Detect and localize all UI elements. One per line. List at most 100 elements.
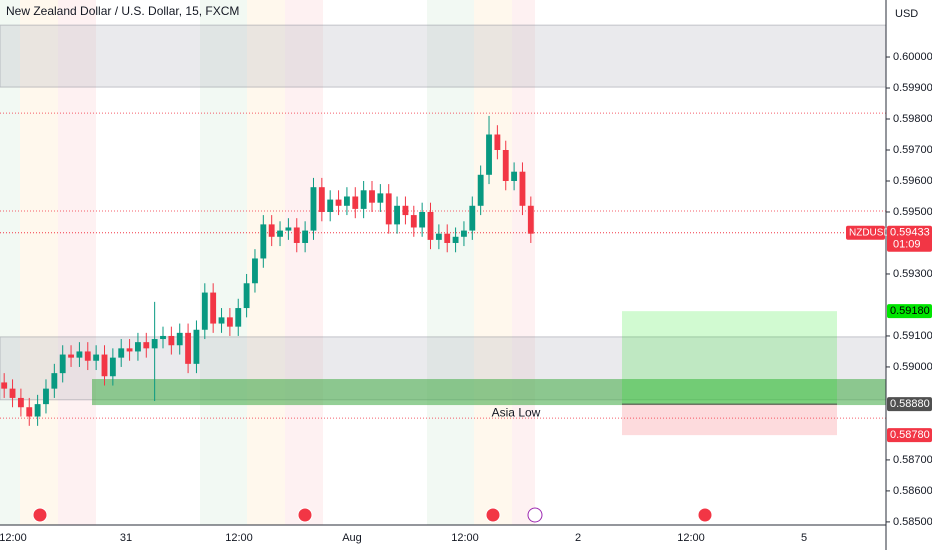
candle-body [335,199,342,206]
y-tick-label: 0.59300 [893,268,932,280]
candle-body [201,292,208,330]
x-tick-label: 12:00 [225,532,253,544]
candle-body [126,348,133,352]
candle-body [394,205,400,225]
candle-body [377,193,384,203]
y-tick-label: 0.59700 [893,144,932,156]
candle-body [318,187,325,212]
candle-body [343,196,350,206]
event-icon [297,507,313,523]
position-stop [622,404,837,436]
candle-body [410,215,417,228]
zone [0,24,887,88]
candle-body [17,397,24,408]
last-name: NZDUSD [849,227,891,238]
x-tick-label: 2 [575,532,581,544]
candle-body [68,354,74,358]
candle-body [285,227,292,231]
candle-body [135,342,141,352]
candle-body [143,342,150,349]
currency: USD [895,8,918,20]
candle-body [185,332,192,364]
candle-body [519,171,526,206]
candle-body [310,187,317,231]
candle-body [101,354,108,377]
candle-body [502,150,509,181]
y-tick-label: 0.58600 [893,485,932,497]
candle-body [193,329,200,364]
x-tick-label: 12:00 [0,532,27,544]
last-tag-label: 0.59433 [890,227,930,239]
y-tick-label: 0.59100 [893,330,932,342]
price-tag [887,397,932,412]
candle-body [444,233,451,243]
candle-body [327,199,334,212]
candle-body [210,292,217,324]
candle-body [252,258,258,284]
candle-body [9,388,16,398]
candle-body [360,190,367,209]
y-tick-label: 0.58500 [893,516,932,528]
candle-body [118,348,125,358]
y-tick-label: 0.60000 [893,51,932,63]
candle-body [277,230,283,237]
session-band [58,0,96,525]
x-tick-label: 12:00 [451,532,479,544]
candle-body [34,404,41,417]
candle-body [43,388,49,405]
candle-body [226,317,233,327]
candle-body [511,171,518,181]
candle-body [435,233,442,240]
candle-body [352,196,359,209]
event-icon [32,507,48,523]
price-tag [887,304,932,319]
price-axis-bg [886,0,932,550]
candle-body [218,317,225,324]
y-tick-label: 0.58700 [893,454,932,466]
session-band [474,0,512,525]
candle-body [486,134,492,175]
y-tick-label: 0.59900 [893,82,932,94]
last-timer: 01:09 [893,239,921,251]
event-icon [697,507,713,523]
candle-body [452,236,459,243]
zone [92,379,886,406]
candle-body [151,339,158,349]
candle-body [461,230,467,237]
x-tick-label: 12:00 [677,532,705,544]
candle-body [419,211,426,228]
candle-body [168,335,175,346]
y-tick-label: 0.59000 [893,361,932,373]
x-tick-label: 31 [120,532,132,544]
candle-body [176,332,183,346]
candle-body [477,174,484,206]
candle-body [385,193,392,225]
candle-body [93,354,100,361]
event-icon [485,507,501,523]
candle-body [160,335,166,340]
price-tag-label: 0.58880 [890,398,930,410]
session-band [285,0,323,525]
x-tick-label: Aug [342,532,362,544]
candle-body [268,224,275,237]
candle-body [293,227,300,243]
candle-body [109,357,116,377]
last-tag [887,225,932,252]
y-tick-label: 0.59800 [893,113,932,125]
candle-body [402,205,409,216]
candle-body [235,308,242,327]
y-tick-label: 0.59600 [893,175,932,187]
candle-body [302,230,309,243]
position-target [622,311,837,405]
candle-body [427,211,434,240]
last-name-box [846,225,885,240]
session-band [200,0,247,525]
session-band [20,0,58,525]
price-tag [887,428,932,443]
candle-body [369,190,375,203]
y-tick-label: 0.59500 [893,206,932,218]
session-band [427,0,474,525]
candle-body [243,283,250,309]
